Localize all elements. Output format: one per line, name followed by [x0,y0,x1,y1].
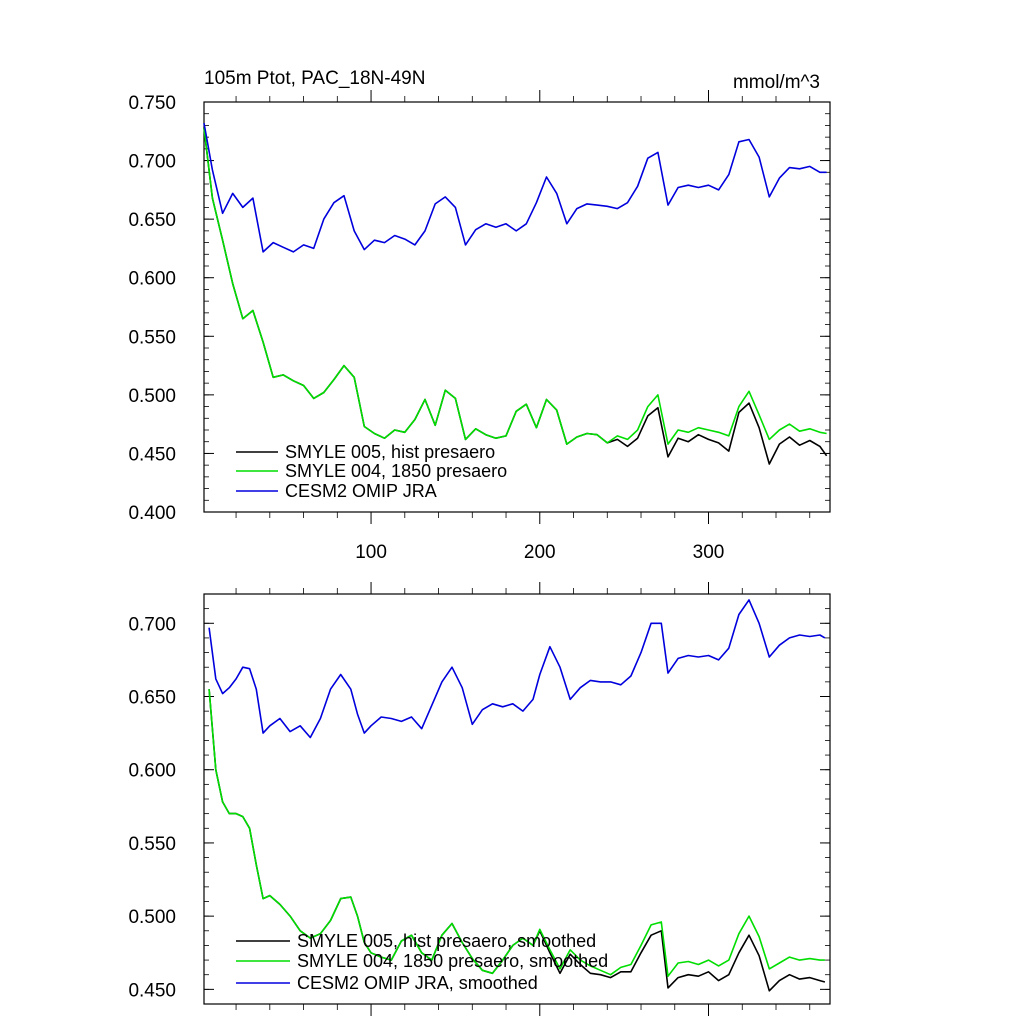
bottom-series-lines [208,599,826,992]
top-plot-frame [203,101,831,513]
series-line-1 [208,689,825,978]
y-tick-label: 0.600 [128,761,176,782]
bottom-legend-label-smyle004: SMYLE 004, 1850 presaero, smoothed [297,951,608,971]
units-label: mmol/m^3 [733,72,820,93]
y-tick-label: 0.450 [128,444,176,465]
y-tick-label: 0.600 [128,269,176,290]
bottom-legend-label-cesm2: CESM2 OMIP JRA, smoothed [297,973,538,993]
top-legend-label-smyle004: SMYLE 004, 1850 presaero [285,461,507,481]
top-legend-label-cesm2: CESM2 OMIP JRA [285,481,437,501]
top-panel: 105m Ptot, PAC_18N-49N mmol/m^3 0.4000.4… [128,68,831,563]
x-tick-label: 300 [693,542,725,563]
top-series-lines [203,122,828,465]
y-tick-label: 0.500 [128,907,176,928]
x-tick-label: 100 [355,542,387,563]
y-tick-label: 0.400 [128,503,176,524]
bottom-panel: 0.450 0.500 0.550 0.600 0.650 0.700 SMYLE 005… [128,582,831,1016]
bottom-legend-label-smyle005: SMYLE 005, hist presaero, smoothed [297,931,596,951]
series-line-2 [208,599,826,739]
y-tick-label: 0.750 [128,93,176,114]
bottom-axis-ticks: 0.450 0.500 0.550 0.600 0.650 0.700 [128,582,830,1016]
top-legend-label-smyle005: SMYLE 005, hist presaero [285,442,495,462]
series-line-1 [203,127,827,445]
y-tick-label: 0.650 [128,688,176,709]
y-tick-label: 0.700 [128,614,176,635]
top-axis-ticks: 0.400 0.450 0.500 0.550 0.600 0.650 0.700 0.750… [128,90,830,563]
y-tick-label: 0.550 [128,834,176,855]
series-line-2 [203,122,827,253]
y-tick-label: 0.650 [128,210,176,231]
y-tick-label: 0.500 [128,386,176,407]
top-legend: SMYLE 005, hist presaero SMYLE 004, 1850… [236,442,507,501]
y-tick-label: 0.550 [128,327,176,348]
bottom-legend: SMYLE 005, hist presaero, smoothed SMYLE… [236,931,608,993]
top-panel-title: 105m Ptot, PAC_18N-49N [204,68,425,89]
x-tick-label: 200 [524,542,556,563]
y-tick-label: 0.450 [128,980,176,1001]
y-tick-label: 0.700 [128,152,176,173]
